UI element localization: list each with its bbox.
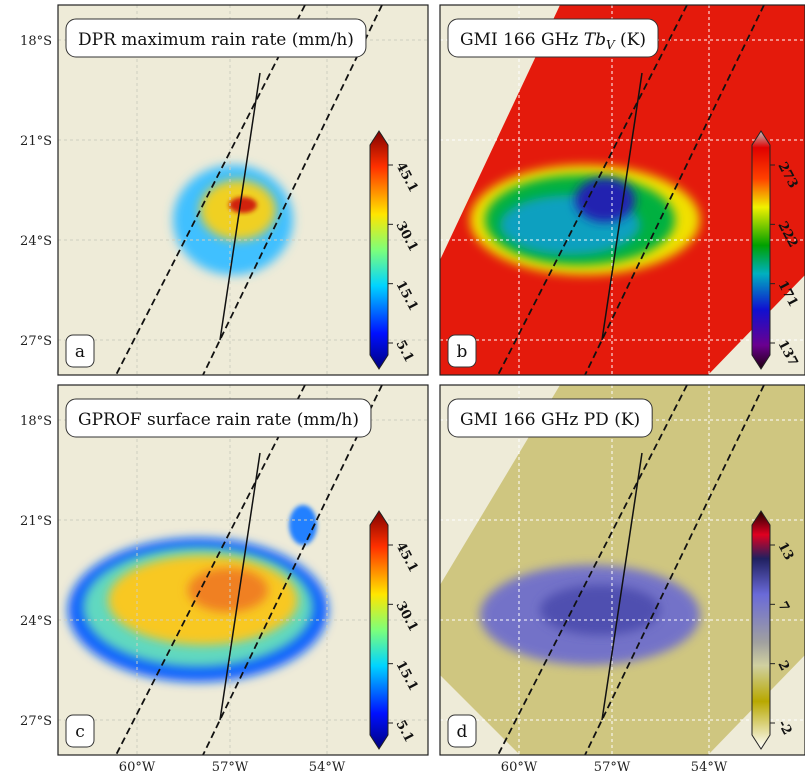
rain-orange [188, 568, 268, 612]
y-tick-label: 24°S [20, 614, 52, 629]
x-tick-label: 60°W [119, 760, 156, 775]
panel: DPR maximum rain rate (mm/h)a45.130.115.… [57, 4, 429, 376]
title-part: DPR maximum rain rate (mm/h) [78, 30, 354, 50]
title-part: GPROF surface rain rate (mm/h) [78, 410, 359, 430]
y-tick-label: 24°S [20, 234, 52, 249]
map [58, 385, 428, 755]
title-part: (K) [615, 30, 646, 50]
cold-blue [575, 178, 635, 222]
colorbar [369, 510, 389, 750]
swath-edge [584, 385, 765, 755]
x-tick-label: 54°W [691, 760, 728, 775]
panel-border [57, 384, 429, 756]
x-tick-label: 57°W [212, 760, 249, 775]
x-tick-label: 54°W [309, 760, 346, 775]
panel-letter: c [75, 722, 85, 742]
track [601, 452, 643, 721]
letter-box [447, 714, 477, 748]
panel-letter: d [457, 722, 468, 742]
x-tick-label: 57°W [594, 760, 631, 775]
title-box [65, 18, 367, 58]
title-box [447, 398, 653, 438]
colorbar [369, 130, 389, 370]
map [440, 385, 805, 755]
panel-border [439, 4, 805, 376]
swath-edge [584, 5, 765, 375]
panel-border [57, 4, 429, 376]
letter-box [447, 334, 477, 368]
title-box [65, 398, 372, 438]
panel-title: GMI 166 GHz TbV (K) [460, 30, 646, 52]
y-tick-label: 21°S [20, 514, 52, 529]
panel-title: DPR maximum rain rate (mm/h) [78, 30, 354, 50]
swath-edge [202, 385, 383, 755]
track [219, 452, 261, 721]
colorbar [751, 510, 771, 750]
map [58, 5, 428, 375]
y-tick-label: 18°S [20, 414, 52, 429]
panel-letter: a [75, 342, 85, 362]
y-tick-label: 27°S [20, 334, 52, 349]
colorbar [751, 130, 771, 370]
title-part: Tb [584, 30, 606, 50]
panel-letter: b [457, 342, 468, 362]
y-tick-label: 21°S [20, 134, 52, 149]
title-part: GMI 166 GHz [460, 30, 584, 50]
letter-box [65, 714, 95, 748]
x-tick-label: 60°W [501, 760, 538, 775]
panel-title: GPROF surface rain rate (mm/h) [78, 410, 359, 430]
panel-border [439, 384, 805, 756]
pd-core [540, 585, 660, 635]
swath-edge [202, 5, 383, 375]
swath-edge [497, 385, 688, 755]
title-box [447, 18, 659, 58]
y-tick-label: 18°S [20, 34, 52, 49]
y-tick-label: 27°S [20, 714, 52, 729]
map [440, 5, 805, 375]
title-part: GMI 166 GHz PD (K) [460, 410, 640, 430]
track [601, 72, 643, 341]
colorbar-label: -2 [774, 718, 794, 738]
rain-small [289, 505, 317, 545]
swath-edge [497, 5, 688, 375]
panel: GPROF surface rain rate (mm/h)c45.130.11… [57, 384, 429, 756]
panel-title: GMI 166 GHz PD (K) [460, 410, 640, 430]
rain-red [229, 197, 257, 213]
track [219, 72, 261, 341]
title-part: V [606, 38, 616, 52]
swath-edge [115, 385, 306, 755]
letter-box [65, 334, 95, 368]
swath-edge [115, 5, 306, 375]
